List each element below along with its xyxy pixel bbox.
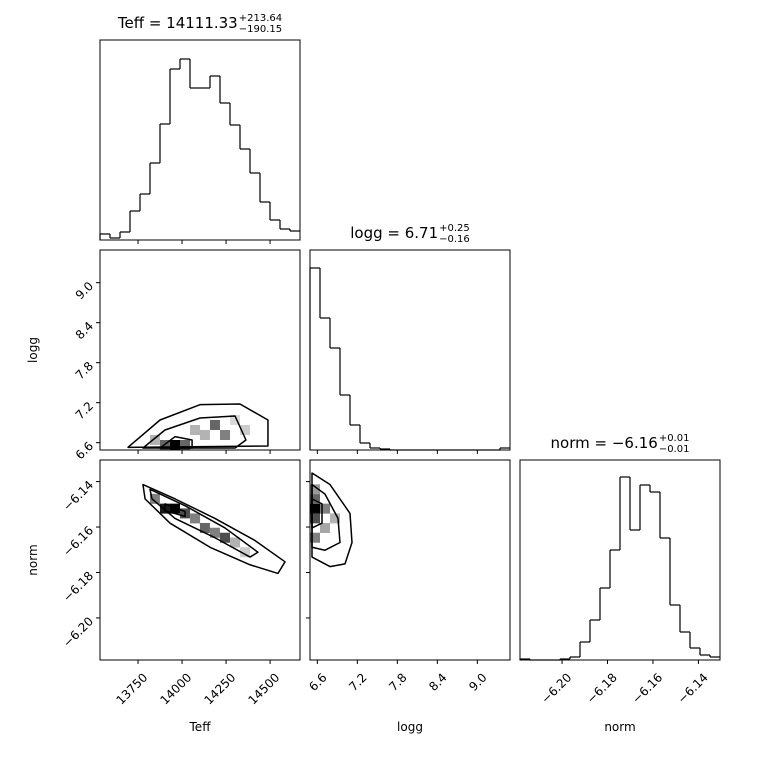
density-cell	[330, 513, 340, 524]
contour	[127, 403, 269, 449]
panel-title: norm = −6.16	[551, 434, 658, 452]
panel-title: logg = 6.71	[350, 224, 438, 242]
panel-frame	[99, 249, 301, 451]
density-cell	[149, 493, 160, 504]
density-cell	[199, 522, 210, 533]
panel-title: Teff = 14111.33	[117, 14, 238, 32]
density-cell	[209, 420, 220, 430]
panel-title-lower: −0.01	[659, 444, 690, 455]
contour	[311, 483, 341, 551]
panel-frame	[309, 249, 511, 451]
panel-title-lower: −0.16	[439, 234, 470, 245]
contour	[311, 472, 353, 568]
density-cell	[209, 527, 220, 538]
density-cell	[190, 425, 201, 435]
density-cell	[310, 532, 320, 543]
panel-title-upper: +0.01	[659, 433, 690, 444]
density-cell	[170, 503, 180, 514]
density-cell	[310, 484, 320, 495]
panel-frame	[99, 459, 301, 661]
contour	[311, 498, 323, 529]
density-cell	[180, 440, 191, 450]
density-cell	[220, 532, 230, 543]
x-axis-label: Teff	[189, 720, 212, 734]
contour	[142, 415, 247, 449]
panel-frame	[309, 459, 511, 661]
panel-title-lower: −190.15	[239, 24, 282, 35]
density-cell	[240, 547, 251, 558]
density-cell	[320, 522, 330, 533]
density-cell	[310, 503, 320, 514]
density-cell	[310, 493, 320, 504]
panel-title-upper: +213.64	[239, 13, 282, 24]
density-cell	[170, 440, 180, 450]
density-cell	[230, 415, 241, 425]
density-cell	[320, 503, 330, 514]
density-cell	[220, 430, 230, 440]
y-axis-label: logg	[26, 337, 40, 363]
y-axis-label: norm	[26, 544, 40, 575]
contour	[164, 503, 186, 518]
density-cell	[149, 435, 160, 445]
panel-title-upper: +0.25	[439, 223, 470, 234]
x-axis-label: norm	[604, 720, 635, 734]
panel-frame	[519, 459, 721, 661]
density-cell	[230, 537, 241, 548]
density-cell	[240, 425, 251, 435]
contour	[149, 488, 259, 558]
density-cell	[190, 513, 201, 524]
density-cell	[310, 513, 320, 524]
density-cell	[199, 430, 210, 440]
contour	[142, 483, 286, 575]
contour	[159, 435, 193, 449]
panel-frame	[99, 39, 301, 241]
x-axis-label: logg	[397, 720, 423, 734]
